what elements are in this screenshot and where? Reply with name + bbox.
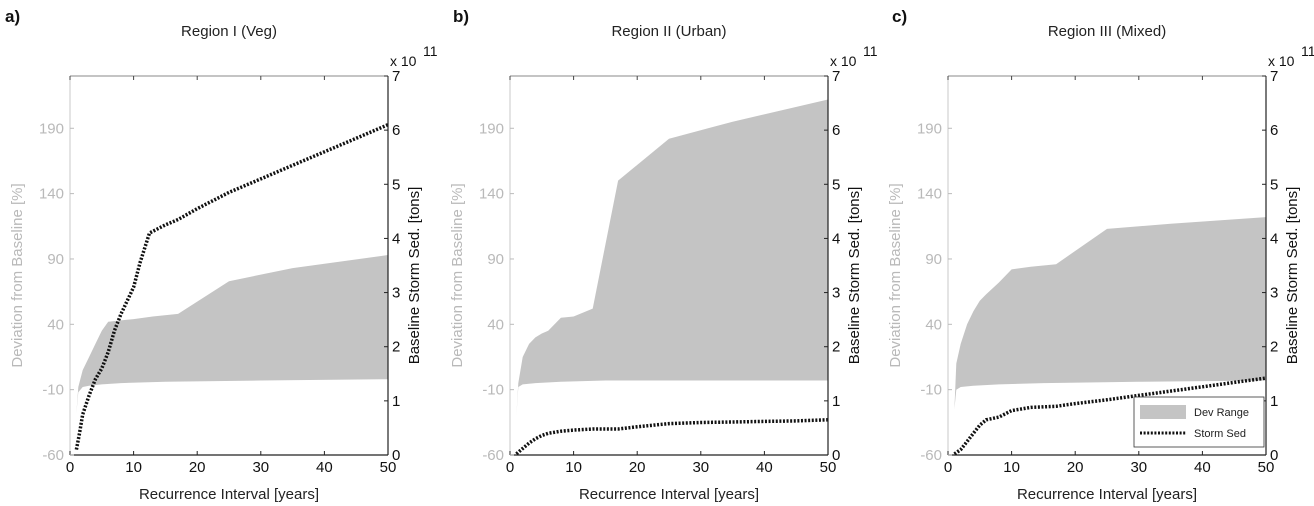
right-axis-multiplier: x 10 xyxy=(830,53,857,69)
panel-title: Region III (Mixed) xyxy=(1048,23,1166,40)
y-left-tick-label: 40 xyxy=(487,316,504,333)
y-left-tick-label: -10 xyxy=(920,382,942,399)
y-right-tick-label: 7 xyxy=(832,68,840,85)
x-tick-label: 30 xyxy=(252,459,269,476)
chart-panel-3: c)Region III (Mixed)0 10 20 30 40 50-60-10409… xyxy=(887,7,1314,503)
x-tick-label: 10 xyxy=(1003,459,1020,476)
right-axis-multiplier: x 10 xyxy=(1268,53,1295,69)
panel-label: c) xyxy=(892,7,907,26)
y-right-tick-label: 6 xyxy=(832,122,840,139)
y-right-axis-label: Baseline Storm Sed. [tons] xyxy=(406,187,423,365)
y-right-tick-label: 7 xyxy=(392,68,400,85)
x-tick-label: 40 xyxy=(756,459,773,476)
x-tick-label: 0 xyxy=(66,459,74,476)
x-tick-label: 40 xyxy=(316,459,333,476)
legend-label: Dev Range xyxy=(1194,407,1249,419)
y-left-tick-label: 90 xyxy=(487,251,504,268)
y-right-tick-label: 4 xyxy=(392,230,400,247)
y-right-axis-label: Baseline Storm Sed. [tons] xyxy=(1284,187,1301,365)
x-tick-label: 20 xyxy=(629,459,646,476)
x-tick-label: 10 xyxy=(125,459,142,476)
right-axis-multiplier-exponent: 11 xyxy=(863,43,878,59)
y-right-tick-label: 0 xyxy=(392,447,400,464)
y-left-tick-label: -10 xyxy=(482,382,504,399)
y-left-axis-label: Deviation from Baseline [%] xyxy=(449,183,466,367)
y-right-tick-label: 3 xyxy=(832,285,840,302)
dev-range-band xyxy=(954,217,1266,410)
x-tick-label: 50 xyxy=(820,459,837,476)
y-left-tick-label: -60 xyxy=(42,447,64,464)
y-left-tick-label: 90 xyxy=(925,251,942,268)
x-axis-label: Recurrence Interval [years] xyxy=(579,486,759,503)
storm-sed-line xyxy=(74,123,389,450)
chart-panel-1: a)Region I (Veg)0 10 20 30 40 50-60-104090140… xyxy=(5,7,438,503)
y-left-tick-label: 190 xyxy=(479,120,504,137)
panel-title: Region II (Urban) xyxy=(611,23,726,40)
y-left-tick-label: 40 xyxy=(47,316,64,333)
y-right-axis-label: Baseline Storm Sed. [tons] xyxy=(846,187,863,365)
y-left-tick-label: -60 xyxy=(920,447,942,464)
x-tick-label: 0 xyxy=(944,459,952,476)
x-tick-label: 50 xyxy=(380,459,397,476)
y-right-tick-label: 0 xyxy=(1270,447,1278,464)
y-left-tick-label: 140 xyxy=(479,186,504,203)
right-axis-multiplier-exponent: 11 xyxy=(1301,43,1314,59)
y-right-tick-label: 5 xyxy=(832,176,840,193)
y-right-tick-label: 2 xyxy=(832,339,840,356)
x-tick-label: 20 xyxy=(189,459,206,476)
x-tick-label: 30 xyxy=(1130,459,1147,476)
dev-range-band xyxy=(76,255,389,414)
y-left-tick-label: 140 xyxy=(39,186,64,203)
y-left-axis-label: Deviation from Baseline [%] xyxy=(9,183,26,367)
y-left-tick-label: 190 xyxy=(917,120,942,137)
y-right-tick-label: 3 xyxy=(392,285,400,302)
legend-label: Storm Sed xyxy=(1194,428,1246,440)
y-right-tick-label: 2 xyxy=(1270,339,1278,356)
x-tick-label: 20 xyxy=(1067,459,1084,476)
x-tick-label: 10 xyxy=(565,459,582,476)
y-left-tick-label: -60 xyxy=(482,447,504,464)
y-right-tick-label: 5 xyxy=(392,176,400,193)
x-tick-label: 0 xyxy=(506,459,514,476)
y-right-tick-label: 5 xyxy=(1270,176,1278,193)
x-tick-label: 50 xyxy=(1258,459,1275,476)
y-right-tick-label: 0 xyxy=(832,447,840,464)
y-left-tick-label: 190 xyxy=(39,120,64,137)
y-right-tick-label: 1 xyxy=(392,393,400,410)
x-tick-label: 30 xyxy=(692,459,709,476)
y-right-tick-label: 6 xyxy=(392,122,400,139)
panel-label: a) xyxy=(5,7,20,26)
y-right-tick-label: 1 xyxy=(832,393,840,410)
storm-sed-line xyxy=(515,418,829,456)
storm-sed-line xyxy=(953,376,1267,456)
y-right-tick-label: 6 xyxy=(1270,122,1278,139)
y-right-tick-label: 2 xyxy=(392,339,400,356)
panel-title: Region I (Veg) xyxy=(181,23,277,40)
y-right-tick-label: 1 xyxy=(1270,393,1278,410)
y-left-tick-label: -10 xyxy=(42,382,64,399)
y-right-tick-label: 3 xyxy=(1270,285,1278,302)
legend-swatch-band xyxy=(1140,405,1186,419)
y-left-tick-label: 40 xyxy=(925,316,942,333)
y-left-axis-label: Deviation from Baseline [%] xyxy=(887,183,904,367)
y-right-tick-label: 4 xyxy=(1270,230,1278,247)
right-axis-multiplier: x 10 xyxy=(390,53,417,69)
y-right-tick-label: 4 xyxy=(832,230,840,247)
x-tick-label: 40 xyxy=(1194,459,1211,476)
y-left-tick-label: 140 xyxy=(917,186,942,203)
y-right-tick-label: 7 xyxy=(1270,68,1278,85)
right-axis-multiplier-exponent: 11 xyxy=(423,43,438,59)
chart-panel-2: b)Region II (Urban)0 10 20 30 40 50-60-104090… xyxy=(449,7,878,503)
dev-range-band xyxy=(516,99,828,416)
x-axis-label: Recurrence Interval [years] xyxy=(139,486,319,503)
y-left-tick-label: 90 xyxy=(47,251,64,268)
x-axis-label: Recurrence Interval [years] xyxy=(1017,486,1197,503)
panel-label: b) xyxy=(453,7,469,26)
